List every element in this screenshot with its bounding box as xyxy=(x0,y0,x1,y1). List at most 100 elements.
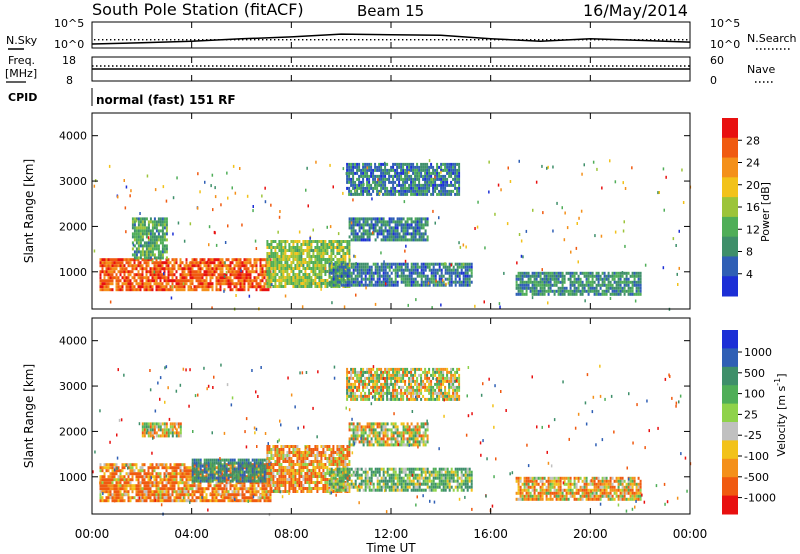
data-cell xyxy=(249,273,252,277)
n-search-dot xyxy=(122,39,124,41)
data-cell xyxy=(298,258,301,261)
n-search-dot xyxy=(654,39,656,41)
data-cell xyxy=(269,496,272,500)
data-cell xyxy=(247,258,250,262)
data-cell xyxy=(583,289,586,293)
data-cell xyxy=(243,484,246,488)
data-cell xyxy=(269,270,272,274)
n-search-dot xyxy=(94,39,96,41)
data-cell xyxy=(330,280,333,284)
data-cell xyxy=(171,431,174,435)
data-cell xyxy=(266,255,269,258)
data-cell xyxy=(201,487,204,491)
data-cell xyxy=(362,226,365,230)
data-cell xyxy=(555,277,558,281)
data-cell xyxy=(165,285,168,289)
data-cell xyxy=(563,238,566,242)
data-cell xyxy=(466,283,469,287)
data-cell xyxy=(418,171,421,175)
data-cell xyxy=(390,229,393,233)
data-cell xyxy=(137,244,140,248)
n-search-dot xyxy=(198,39,200,41)
data-cell xyxy=(456,262,459,266)
data-cell xyxy=(165,232,168,236)
data-cell xyxy=(171,475,174,479)
data-cell xyxy=(400,229,403,233)
data-cell xyxy=(103,487,106,491)
data-cell xyxy=(517,292,520,296)
data-cell xyxy=(531,289,534,293)
data-cell xyxy=(145,267,148,271)
data-cell xyxy=(249,479,252,483)
data-cell xyxy=(284,249,287,252)
data-cell xyxy=(175,466,178,470)
data-cell xyxy=(418,183,421,187)
data-cell xyxy=(400,274,403,278)
data-cell xyxy=(159,235,162,239)
data-cell xyxy=(124,268,126,271)
data-cell xyxy=(135,217,138,221)
data-cell xyxy=(382,232,385,236)
data-cell xyxy=(430,180,433,184)
data-cell xyxy=(424,165,427,169)
data-cell xyxy=(306,255,309,258)
data-cell xyxy=(340,271,343,275)
data-cell xyxy=(221,481,224,485)
data-cell xyxy=(233,490,236,494)
data-cell xyxy=(603,274,606,278)
data-cell xyxy=(338,279,341,282)
data-cell xyxy=(302,279,305,282)
data-cell xyxy=(302,240,305,243)
data-cell xyxy=(201,288,204,292)
n-search-dots xyxy=(94,39,688,41)
data-cell xyxy=(364,162,367,166)
data-cell xyxy=(294,285,297,288)
data-cell xyxy=(533,277,536,281)
data-cell xyxy=(249,461,252,465)
data-cell xyxy=(400,168,403,172)
data-cell xyxy=(290,240,293,243)
data-cell xyxy=(173,472,176,476)
data-cell xyxy=(201,473,204,477)
data-cell xyxy=(177,487,180,491)
data-cell xyxy=(243,282,246,286)
data-cell xyxy=(464,265,467,269)
data-cell xyxy=(127,463,130,467)
data-cell xyxy=(350,183,353,187)
data-cell xyxy=(185,478,188,482)
data-cell xyxy=(595,292,598,296)
data-cell xyxy=(229,458,232,462)
data-cell xyxy=(266,469,269,472)
data-cell xyxy=(591,271,594,275)
data-cell xyxy=(623,292,626,296)
data-cell xyxy=(233,282,236,286)
data-cell xyxy=(324,261,327,264)
data-cell xyxy=(362,186,365,190)
data-cell xyxy=(115,273,118,277)
data-cell xyxy=(185,273,188,277)
data-cell xyxy=(284,255,287,258)
data-cell xyxy=(432,171,435,175)
data-cell xyxy=(163,244,166,248)
data-cell xyxy=(583,274,586,278)
data-cell xyxy=(529,280,532,284)
data-cell xyxy=(235,258,238,262)
data-cell xyxy=(191,279,194,283)
data-cell xyxy=(151,220,154,224)
data-cell xyxy=(356,232,359,236)
data-cell xyxy=(420,189,423,193)
data-cell xyxy=(450,192,453,196)
data-cell xyxy=(318,252,321,255)
data-cell xyxy=(191,267,194,271)
data-cell xyxy=(368,229,371,233)
data-cell xyxy=(183,288,186,292)
data-cell xyxy=(418,180,421,184)
data-cell xyxy=(595,283,598,287)
data-cell xyxy=(390,174,393,178)
data-cell xyxy=(332,240,335,243)
data-cell xyxy=(310,261,313,264)
data-cell xyxy=(354,192,357,196)
data-cell xyxy=(229,273,232,277)
data-cell xyxy=(270,240,273,243)
